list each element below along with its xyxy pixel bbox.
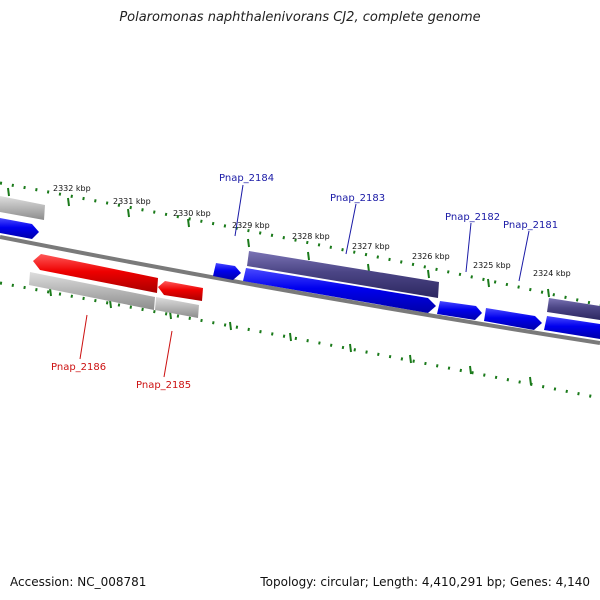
scale-label-2327: 2327 kbp bbox=[352, 242, 390, 251]
gene-label-2182[interactable]: Pnap_2182 bbox=[445, 212, 500, 223]
genome-title: Polaromonas naphthalenivorans CJ2, compl… bbox=[119, 10, 481, 25]
gene-arrow-forward-right[interactable] bbox=[544, 316, 600, 339]
scale-track-outer bbox=[0, 181, 600, 307]
gene-arrow-forward-2184[interactable] bbox=[213, 263, 241, 280]
scale-label-2329: 2329 kbp bbox=[232, 221, 270, 230]
accession-text: Accession: NC_008781 bbox=[10, 575, 147, 589]
leader-line-2184 bbox=[234, 184, 244, 237]
scale-label-2324: 2324 kbp bbox=[533, 269, 571, 278]
major-ticks-inner bbox=[49, 287, 532, 386]
cds-bar-2183[interactable] bbox=[247, 251, 439, 298]
scale-label-2332: 2332 kbp bbox=[53, 184, 91, 193]
scale-label-2331: 2331 kbp bbox=[113, 197, 151, 206]
leader-line-2186 bbox=[79, 314, 88, 360]
leader-line-2185 bbox=[163, 330, 173, 378]
gene-label-2183[interactable]: Pnap_2183 bbox=[330, 193, 385, 204]
cds-bar-right[interactable] bbox=[547, 298, 600, 320]
scale-track-inner bbox=[0, 281, 600, 400]
gene-arrow-forward-2182[interactable] bbox=[437, 301, 482, 320]
gene-arrow-forward-2181[interactable] bbox=[484, 308, 542, 330]
gene-arrow-reverse-2186[interactable] bbox=[33, 254, 158, 293]
scale-label-2326: 2326 kbp bbox=[412, 252, 450, 261]
leader-line-2182 bbox=[465, 222, 472, 273]
gene-arrow-forward-2183[interactable] bbox=[243, 268, 436, 313]
major-ticks-outer bbox=[7, 187, 550, 298]
gene-label-2181[interactable]: Pnap_2181 bbox=[503, 220, 558, 231]
feature-track-gray-2186[interactable] bbox=[29, 272, 155, 310]
genome-summary: Topology: circular; Length: 4,410,291 bp… bbox=[260, 575, 590, 589]
feature-track-gray-2185[interactable] bbox=[155, 297, 199, 318]
gene-label-2186[interactable]: Pnap_2186 bbox=[51, 362, 106, 373]
gene-label-2184[interactable]: Pnap_2184 bbox=[219, 173, 274, 184]
scale-label-2328: 2328 kbp bbox=[292, 232, 330, 241]
gene-arrow-left-forward[interactable] bbox=[0, 218, 39, 239]
scale-label-2325: 2325 kbp bbox=[473, 261, 511, 270]
scale-label-2330: 2330 kbp bbox=[173, 209, 211, 218]
gene-label-2185[interactable]: Pnap_2185 bbox=[136, 380, 191, 391]
leader-line-2183 bbox=[345, 203, 357, 255]
genome-backbone bbox=[0, 235, 600, 345]
gene-arrow-reverse-2185[interactable] bbox=[158, 281, 203, 301]
feature-track-gray-left[interactable] bbox=[0, 196, 45, 220]
leader-line-2181 bbox=[518, 230, 530, 282]
